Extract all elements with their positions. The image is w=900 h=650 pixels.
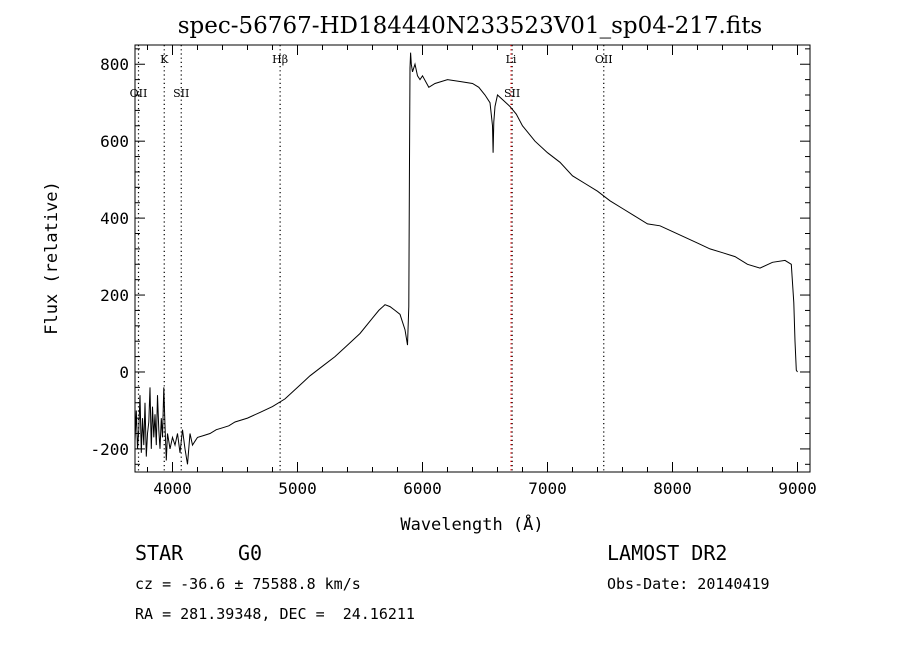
- x-tick-label: 9000: [778, 479, 817, 498]
- y-tick-label: 200: [100, 286, 129, 305]
- y-tick-label: 600: [100, 132, 129, 151]
- x-tick-label: 5000: [278, 479, 317, 498]
- object-subclass: G0: [238, 541, 263, 565]
- chart-title: spec-56767-HD184440N233523V01_sp04-217.f…: [178, 13, 763, 39]
- line-label: SII: [173, 87, 189, 100]
- y-tick-label: 400: [100, 209, 129, 228]
- y-tick-label: 800: [100, 55, 129, 74]
- survey-name: LAMOST DR2: [607, 541, 728, 565]
- line-label: OII: [595, 53, 613, 66]
- x-tick-label: 8000: [653, 479, 692, 498]
- x-tick-label: 4000: [153, 479, 192, 498]
- line-label: Li: [506, 53, 517, 66]
- coordinates-line: RA = 281.39348, DEC = 24.16211: [135, 605, 415, 623]
- y-tick-label: 0: [119, 363, 129, 382]
- y-tick-label: -200: [90, 440, 129, 459]
- object-class: STAR: [135, 541, 184, 565]
- plot-frame: [134, 44, 811, 473]
- line-label: Hβ: [272, 53, 288, 66]
- spectral-line-markers: OII K SII Hβ Li SII OII: [130, 45, 613, 472]
- x-axis-label: Wavelength (Å): [400, 513, 543, 535]
- axis-ticks: [135, 45, 810, 472]
- redshift-line: cz = -36.6 ± 75588.8 km/s: [135, 575, 361, 593]
- obs-date: Obs-Date: 20140419: [607, 575, 770, 593]
- x-tick-label: 6000: [403, 479, 442, 498]
- spectrum-line: [134, 52, 798, 465]
- tick-labels: 4000 5000 6000 7000 8000 9000 -200 0 200 400 600 80…: [90, 55, 816, 498]
- x-tick-label: 7000: [528, 479, 567, 498]
- y-axis-label: Flux (relative): [42, 181, 62, 335]
- line-label: SII: [504, 87, 520, 100]
- line-label: K: [160, 53, 169, 66]
- line-label: OII: [130, 87, 148, 100]
